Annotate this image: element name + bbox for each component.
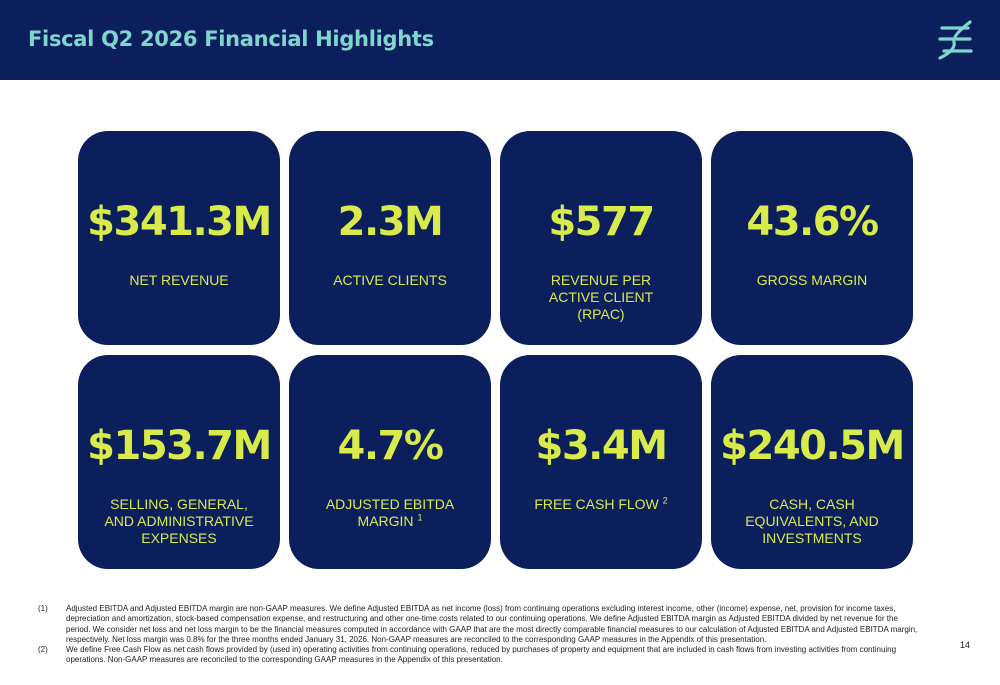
metric-label: NET REVENUE <box>129 272 229 288</box>
metric-card-sga: $153.7M SELLING, GENERAL, AND ADMINISTRA… <box>78 355 280 569</box>
metric-label: ACTIVE CLIENTS <box>333 272 447 288</box>
page-title: Fiscal Q2 2026 Financial Highlights <box>28 27 434 51</box>
footnote-ref: 1 <box>417 512 423 523</box>
metric-card-rpac: $577 REVENUE PER ACTIVE CLIENT (RPAC) <box>500 131 702 345</box>
header-bar: Fiscal Q2 2026 Financial Highlights <box>0 0 1000 80</box>
page-number: 14 <box>960 640 971 650</box>
footnote-number: (1) <box>38 604 48 613</box>
metric-card-active-clients: 2.3M ACTIVE CLIENTS <box>289 131 491 345</box>
footnote-text: We define Free Cash Flow as net cash flo… <box>66 645 897 665</box>
metric-card-gross-margin: 43.6% GROSS MARGIN <box>711 131 913 345</box>
metric-value: $3.4M <box>535 423 669 469</box>
metric-value: $577 <box>548 199 655 245</box>
metric-value: 43.6% <box>746 199 879 245</box>
footnote-ref: 2 <box>662 495 668 506</box>
footnote-text: Adjusted EBITDA and Adjusted EBITDA marg… <box>66 604 918 644</box>
metric-card-free-cash-flow: $3.4M FREE CASH FLOW 2 <box>500 355 702 569</box>
metric-card-cash: $240.5M CASH, CASH EQUIVALENTS, AND INVE… <box>711 355 913 569</box>
metric-value: $341.3M <box>87 199 272 245</box>
metric-label: GROSS MARGIN <box>756 272 868 288</box>
metric-value: 4.7% <box>337 423 444 469</box>
metric-value: $240.5M <box>720 423 905 469</box>
footnote-item: (2) We define Free Cash Flow as net cash… <box>38 645 918 666</box>
footnote-item: (1) Adjusted EBITDA and Adjusted EBITDA … <box>38 604 918 645</box>
footnote-number: (2) <box>38 645 48 655</box>
metric-label: CASH, CASH EQUIVALENTS, AND INVESTMENTS <box>745 496 879 546</box>
metric-value: $153.7M <box>87 423 272 469</box>
metric-value: 2.3M <box>337 199 444 245</box>
metric-label: SELLING, GENERAL, AND ADMINISTRATIVE EXP… <box>104 496 254 546</box>
metric-card-net-revenue: $341.3M NET REVENUE <box>78 131 280 345</box>
metric-label: ADJUSTED EBITDA MARGIN 1 <box>325 496 455 529</box>
metric-label: REVENUE PER ACTIVE CLIENT (RPAC) <box>548 272 654 322</box>
metric-label: FREE CASH FLOW 2 <box>534 495 668 512</box>
metrics-grid: $341.3M NET REVENUE 2.3M ACTIVE CLIENTS … <box>78 131 913 569</box>
brand-logo-icon <box>938 20 973 60</box>
metric-card-adjusted-ebitda-margin: 4.7% ADJUSTED EBITDA MARGIN 1 <box>289 355 491 569</box>
footnotes: (1) Adjusted EBITDA and Adjusted EBITDA … <box>38 604 918 666</box>
